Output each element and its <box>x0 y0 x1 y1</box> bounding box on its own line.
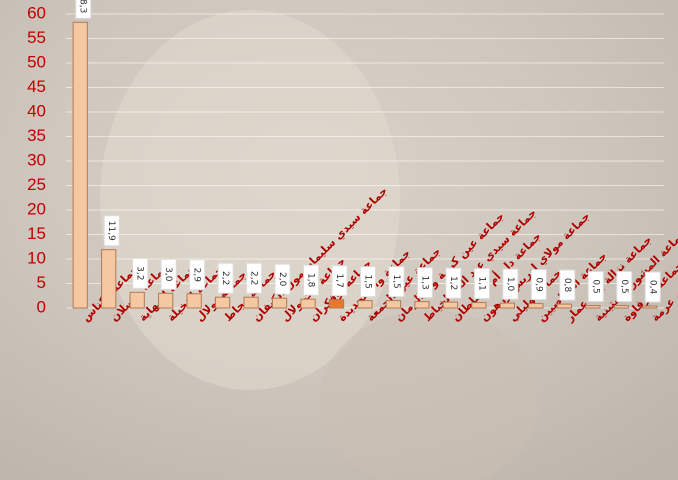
value-label: 1,0 <box>505 277 515 292</box>
value-label: 1,5 <box>363 274 373 288</box>
y-tick-label: 15 <box>27 224 46 243</box>
y-tick-label: 50 <box>27 52 46 71</box>
y-tick-label: 35 <box>27 126 46 145</box>
chart: 051015202530354045505560جماعة مكناس58,3ج… <box>0 0 678 480</box>
bar <box>472 303 486 308</box>
bar <box>73 22 87 308</box>
bar <box>614 306 628 308</box>
value-label: 2,2 <box>249 271 259 285</box>
value-label: 3,0 <box>163 267 173 282</box>
bar <box>500 303 514 308</box>
bar <box>358 301 372 308</box>
value-label: 2,9 <box>192 268 202 283</box>
value-label: 2,0 <box>277 272 287 287</box>
bar <box>102 250 116 308</box>
bar <box>130 292 144 308</box>
bar <box>386 301 400 308</box>
background-photo <box>100 10 400 390</box>
bar <box>244 297 258 308</box>
value-label: 1,1 <box>476 276 486 290</box>
value-label: 1,2 <box>448 276 458 290</box>
y-tick-label: 30 <box>27 150 46 169</box>
y-tick-label: 25 <box>27 175 46 194</box>
y-tick-label: 60 <box>27 3 46 22</box>
value-label: 1,5 <box>391 274 401 288</box>
value-label: 1,3 <box>419 275 429 289</box>
bar <box>529 304 543 308</box>
bar <box>443 302 457 308</box>
value-label: 0,9 <box>533 277 543 292</box>
bar <box>272 298 286 308</box>
value-label: 2,2 <box>220 271 230 285</box>
value-label: 0,4 <box>647 280 657 295</box>
value-label: 0,5 <box>590 279 600 293</box>
bar <box>329 300 343 308</box>
bar <box>301 299 315 308</box>
value-label: 1,8 <box>306 273 316 288</box>
bar <box>187 294 201 308</box>
bar <box>159 293 173 308</box>
value-label: 58,3 <box>78 0 88 13</box>
value-label: 0,5 <box>619 279 629 293</box>
y-tick-label: 55 <box>27 28 46 47</box>
bar <box>216 297 230 308</box>
value-label: 0,8 <box>562 278 572 293</box>
y-tick-label: 5 <box>37 273 46 292</box>
bar <box>586 306 600 308</box>
y-tick-label: 40 <box>27 101 46 120</box>
bar <box>643 306 657 308</box>
y-tick-label: 20 <box>27 199 46 218</box>
bar <box>557 304 571 308</box>
value-label: 11,9 <box>106 221 116 241</box>
y-tick-label: 10 <box>27 248 46 267</box>
value-label: 1,7 <box>334 274 344 288</box>
y-tick-label: 45 <box>27 77 46 96</box>
y-tick-label: 0 <box>37 297 46 316</box>
value-label: 3,2 <box>135 266 145 280</box>
bar <box>415 302 429 308</box>
